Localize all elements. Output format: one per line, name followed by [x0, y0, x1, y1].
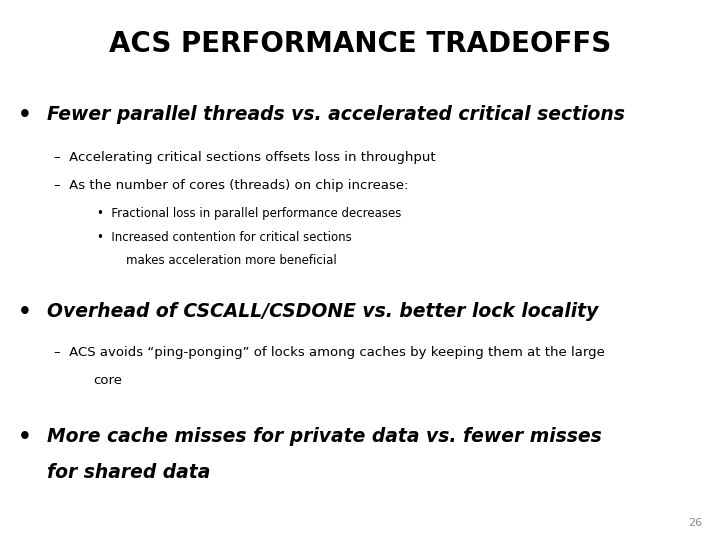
Text: •  Fractional loss in parallel performance decreases: • Fractional loss in parallel performanc…	[97, 207, 402, 220]
Text: 26: 26	[688, 518, 702, 528]
Text: –  ACS avoids “ping-ponging” of locks among caches by keeping them at the large: – ACS avoids “ping-ponging” of locks amo…	[54, 346, 605, 359]
Text: core: core	[94, 374, 122, 387]
Text: •  Increased contention for critical sections: • Increased contention for critical sect…	[97, 231, 352, 244]
Text: makes acceleration more beneficial: makes acceleration more beneficial	[126, 254, 337, 267]
Text: –  Accelerating critical sections offsets loss in throughput: – Accelerating critical sections offsets…	[54, 151, 436, 164]
Text: •: •	[18, 302, 32, 322]
Text: ACS PERFORMANCE TRADEOFFS: ACS PERFORMANCE TRADEOFFS	[109, 30, 611, 58]
Text: –  As the number of cores (threads) on chip increase:: – As the number of cores (threads) on ch…	[54, 179, 408, 192]
Text: More cache misses for private data vs. fewer misses: More cache misses for private data vs. f…	[47, 427, 601, 446]
Text: for shared data: for shared data	[47, 463, 210, 482]
Text: Overhead of CSCALL/CSDONE vs. better lock locality: Overhead of CSCALL/CSDONE vs. better loc…	[47, 302, 598, 321]
Text: Fewer parallel threads vs. accelerated critical sections: Fewer parallel threads vs. accelerated c…	[47, 105, 625, 124]
Text: •: •	[18, 427, 32, 447]
Text: •: •	[18, 105, 32, 125]
